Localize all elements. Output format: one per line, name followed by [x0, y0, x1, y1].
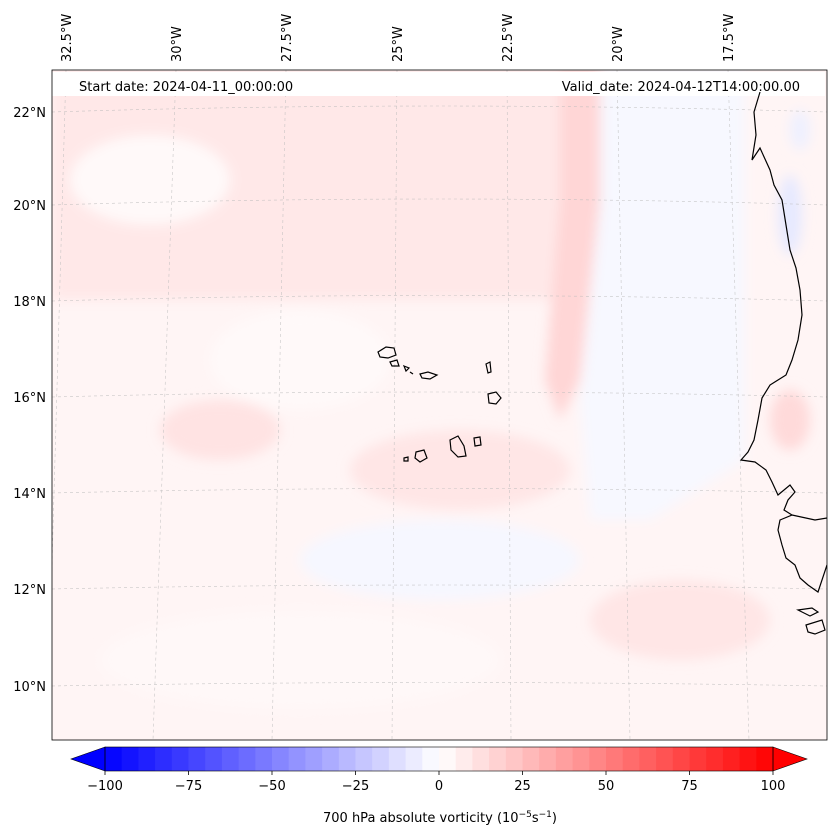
colorbar-max-extend [772, 746, 808, 772]
colorbar-tick-label: 50 [598, 779, 615, 794]
lon-label: 30°W [170, 26, 185, 62]
colorbar-bin [405, 747, 423, 771]
colorbar-bin [221, 747, 239, 771]
colorbar-bin [656, 747, 674, 771]
colorbar-bin [522, 747, 540, 771]
colorbar-bin [355, 747, 373, 771]
colorbar-bin [105, 747, 123, 771]
colorbar-bin [639, 747, 657, 771]
colorbar-bin [255, 747, 273, 771]
cape-verde-islands [377, 346, 502, 463]
lat-label: 10°N [13, 680, 46, 695]
colorbar-bin [238, 747, 256, 771]
colorbar-bin [305, 747, 323, 771]
colorbar-bin [422, 747, 440, 771]
colorbar-tick-label: −100 [87, 779, 123, 794]
lat-label: 20°N [13, 199, 46, 214]
africa-coastline [739, 91, 827, 593]
colorbar-bin [322, 747, 340, 771]
colorbar-bin [539, 747, 557, 771]
colorbar-tick-label: −50 [258, 779, 285, 794]
colorbar-bin [388, 747, 406, 771]
lat-label: 22°N [13, 106, 46, 121]
colorbar-tick-label: 75 [681, 779, 698, 794]
lon-label: 17.5°W [722, 14, 737, 62]
colorbar-bin [505, 747, 523, 771]
latitude-labels: 22°N 20°N 18°N 16°N 14°N 12°N 10°N [13, 106, 46, 695]
colorbar-bin [555, 747, 573, 771]
colorbar-bin [472, 747, 490, 771]
colorbar-bin [572, 747, 590, 771]
colorbar-tick-label: −75 [175, 779, 202, 794]
valid-date-label: Valid_date: 2024-04-12T14:00:00.00 [562, 80, 800, 95]
colorbar-bin [455, 747, 473, 771]
colorbar-bin [756, 747, 774, 771]
colorbar-bin [722, 747, 740, 771]
colorbar-bin [439, 747, 457, 771]
lat-label: 14°N [13, 487, 46, 502]
colorbar-bin [606, 747, 624, 771]
colorbar-bin [288, 747, 306, 771]
colorbar-min-extend [70, 746, 106, 772]
colorbar-tick-label: 100 [761, 779, 786, 794]
colorbar-bin [155, 747, 173, 771]
lon-label: 20°W [611, 26, 626, 62]
start-date-label: Start date: 2024-04-11_00:00:00 [79, 80, 293, 95]
colorbar-label: 700 hPa absolute vorticity (10−5s−1) [323, 810, 557, 826]
lon-label: 32.5°W [60, 14, 75, 62]
colorbar-bin [706, 747, 724, 771]
lat-label: 18°N [13, 295, 46, 310]
colorbar-bin [272, 747, 290, 771]
date-header-band [52, 72, 825, 96]
colorbar-bin [372, 747, 390, 771]
coastline [739, 91, 827, 635]
colorbar-tick-label: 0 [435, 779, 443, 794]
graticule [52, 70, 827, 740]
colorbar-bin [739, 747, 757, 771]
colorbar [70, 746, 808, 772]
colorbar-bin [188, 747, 206, 771]
colorbar-bin [171, 747, 189, 771]
lon-label: 25°W [391, 26, 406, 62]
colorbar-bin [338, 747, 356, 771]
map-frame [51, 69, 828, 741]
vorticity-field [52, 70, 810, 710]
colorbar-bin [622, 747, 640, 771]
map-panel [52, 70, 827, 740]
colorbar-bin [672, 747, 690, 771]
colorbar-bin [205, 747, 223, 771]
colorbar-bin [138, 747, 156, 771]
colorbar-tick-label: −25 [342, 779, 369, 794]
colorbar-bin [689, 747, 707, 771]
longitude-labels: 32.5°W 30°W 27.5°W 25°W 22.5°W 20°W 17.5°W [60, 14, 737, 62]
lon-label: 22.5°W [501, 14, 516, 62]
lat-label: 16°N [13, 391, 46, 406]
lon-label: 27.5°W [280, 14, 295, 62]
lat-label: 12°N [13, 583, 46, 598]
colorbar-tick-label: 25 [514, 779, 531, 794]
colorbar-bin [489, 747, 507, 771]
colorbar-bin [589, 747, 607, 771]
colorbar-bin [121, 747, 139, 771]
colorbar-ticks: −100 −75 −50 −25 0 25 50 75 100 [87, 771, 785, 794]
